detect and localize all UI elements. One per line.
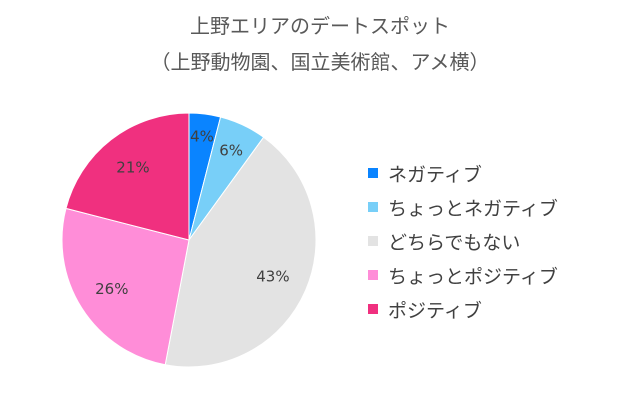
- legend-swatch: [368, 270, 378, 280]
- legend-swatch: [368, 168, 378, 178]
- slice-data-label: 26%: [95, 280, 128, 298]
- legend-label: ネガティブ: [388, 163, 482, 186]
- legend-item: ちょっとネガティブ: [368, 190, 558, 224]
- legend-item: ネガティブ: [368, 156, 558, 190]
- legend-item: ポジティブ: [368, 292, 558, 326]
- slice-data-label: 6%: [219, 141, 243, 159]
- legend-label: ポジティブ: [388, 299, 482, 322]
- legend-label: どちらでもない: [388, 231, 521, 254]
- slice-data-label: 21%: [116, 159, 149, 177]
- slice-data-label: 4%: [190, 128, 214, 146]
- pie-slice-5: [65, 112, 190, 241]
- chart-title-line2: （上野動物園、国立美術館、アメ横）: [150, 50, 490, 74]
- legend-swatch: [368, 304, 378, 314]
- legend-item: ちょっとポジティブ: [368, 258, 558, 292]
- pie-slice-3: [164, 136, 317, 368]
- slice-data-label: 43%: [256, 267, 289, 285]
- legend-label: ちょっとポジティブ: [388, 265, 558, 288]
- legend: ネガティブ ちょっとネガティブ どちらでもない ちょっとポジティブ ポジティブ: [368, 156, 558, 326]
- legend-swatch: [368, 236, 378, 246]
- legend-item: どちらでもない: [368, 224, 558, 258]
- chart-title-line1: 上野エリアのデートスポット: [190, 14, 450, 38]
- legend-label: ちょっとネガティブ: [388, 197, 558, 220]
- legend-swatch: [368, 202, 378, 212]
- pie-slice-4: [61, 207, 190, 366]
